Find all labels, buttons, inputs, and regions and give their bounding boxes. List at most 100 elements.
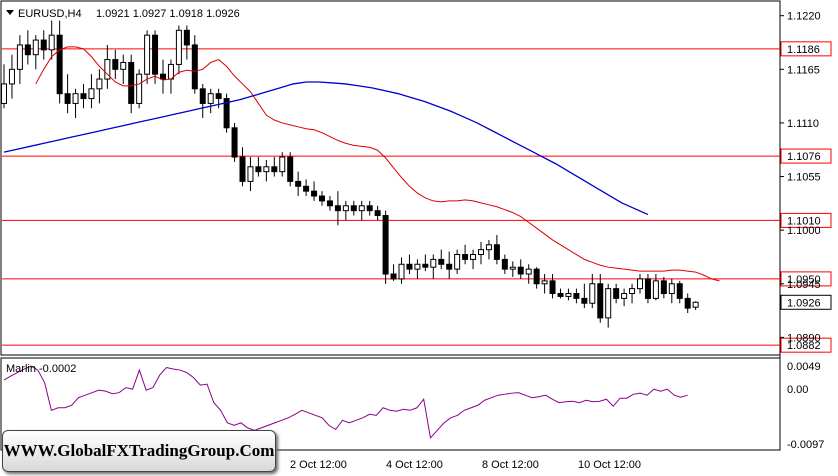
candle-body <box>56 34 63 95</box>
candle-body <box>263 166 270 173</box>
candle-body <box>255 166 262 173</box>
candle-body <box>96 78 103 90</box>
level-tag-label: 1.1186 <box>787 44 820 56</box>
price-tick-label: 1.1220 <box>787 11 821 23</box>
candle-body <box>533 268 540 285</box>
axis-layer: 1.1220 1.1165 1.1110 1.1055 1.1000 1.0945 1.08… <box>780 11 832 344</box>
current-price-tag <box>780 294 832 310</box>
time-label-8oct: 8 Oct 12:00 <box>482 459 539 471</box>
price-tick-label: 1.1110 <box>787 118 819 130</box>
time-label-2oct: 2 Oct 12:00 <box>290 459 347 471</box>
candle-body <box>470 254 477 260</box>
candle-body <box>692 301 699 308</box>
candle-body <box>414 263 421 270</box>
candle-body <box>311 190 318 197</box>
marlin-layer <box>3 365 688 440</box>
candle-body <box>366 205 373 212</box>
candle-body <box>517 266 524 275</box>
candle-body <box>358 205 365 212</box>
candle-body <box>557 293 564 297</box>
candle-body <box>684 297 691 309</box>
candle-body <box>128 61 135 104</box>
candle-body <box>406 263 413 270</box>
candle-body <box>326 200 333 207</box>
candle-body <box>104 59 111 80</box>
candle-body <box>501 258 508 270</box>
candle-body <box>668 283 675 295</box>
candle-body <box>16 44 23 70</box>
candle-body <box>509 266 516 270</box>
candle-body <box>279 156 286 173</box>
level-tag <box>780 271 832 287</box>
candle-body <box>382 215 389 275</box>
candle-body <box>462 254 469 260</box>
candle-body <box>676 283 683 299</box>
candle-body <box>493 244 500 260</box>
candle-body <box>613 288 620 299</box>
ma-layer <box>3 46 720 282</box>
level-tag <box>780 41 832 57</box>
candle-body <box>438 258 445 265</box>
candle-body <box>199 88 206 104</box>
candle-body <box>48 34 55 51</box>
price-tick-label: 1.0945 <box>787 279 821 291</box>
candle-body <box>446 263 453 270</box>
level-tag <box>780 148 832 164</box>
slow-ma-line <box>3 81 649 216</box>
price-tick-label: 1.0890 <box>787 332 821 344</box>
level-tag <box>780 212 832 228</box>
candle-body <box>152 34 159 75</box>
price-tick-label: 1.1055 <box>787 172 821 184</box>
price-tick-label: 1.1000 <box>787 225 821 237</box>
candle-body <box>374 210 381 217</box>
candle-body <box>573 293 580 299</box>
symbol-label: EURUSD,H4 <box>18 8 82 20</box>
candle-body <box>223 98 230 129</box>
ohlc-label: 1.0921 1.0927 1.0918 1.0926 <box>96 8 240 20</box>
candle-body <box>24 44 31 56</box>
candle-body <box>160 73 166 80</box>
candle-body <box>549 280 556 295</box>
candle-body <box>350 205 357 212</box>
candle-body <box>629 288 636 295</box>
candle-body <box>295 180 302 187</box>
candle-body <box>334 205 341 212</box>
menu-triangle-icon[interactable] <box>6 10 14 15</box>
time-label-10oct: 10 Oct 12:00 <box>578 459 641 471</box>
candle-body <box>319 195 325 202</box>
indicator-label: Marlin -0.0002 <box>6 363 76 375</box>
candle-body <box>398 263 405 280</box>
candle-body <box>88 88 95 100</box>
watermark-badge: WWW.GlobalFXTradingGroup.Com <box>2 430 276 472</box>
candle-body <box>207 93 214 104</box>
time-label-4oct: 4 Oct 12:00 <box>386 459 443 471</box>
candle-body <box>541 280 548 285</box>
candle-body <box>8 68 15 85</box>
indicator-tick-top: 0.0049 <box>787 361 821 373</box>
candle-body <box>430 258 437 268</box>
candle-body <box>1 83 7 104</box>
candle-body <box>478 249 484 256</box>
candle-body <box>40 39 47 51</box>
candle-body <box>303 185 310 192</box>
level-tag-label: 1.1010 <box>787 215 821 227</box>
candle-body <box>183 29 190 46</box>
candle-body <box>247 166 254 182</box>
candle-body <box>342 205 349 212</box>
candle-body <box>144 34 151 75</box>
candle-body <box>32 39 39 56</box>
candle-body <box>136 73 143 104</box>
level-tag-label: 1.0950 <box>787 274 821 286</box>
candle-body <box>637 278 643 290</box>
indicator-tick-bottom: -0.0097 <box>787 439 824 451</box>
candle-body <box>167 63 174 80</box>
level-tag-label: 1.1076 <box>787 151 821 163</box>
candle-body <box>589 283 596 304</box>
candle-body <box>597 283 604 319</box>
candle-body <box>660 280 667 295</box>
level-tag <box>780 337 832 353</box>
candle-body <box>390 273 397 280</box>
candle-body <box>239 156 246 182</box>
candle-body <box>454 254 461 270</box>
